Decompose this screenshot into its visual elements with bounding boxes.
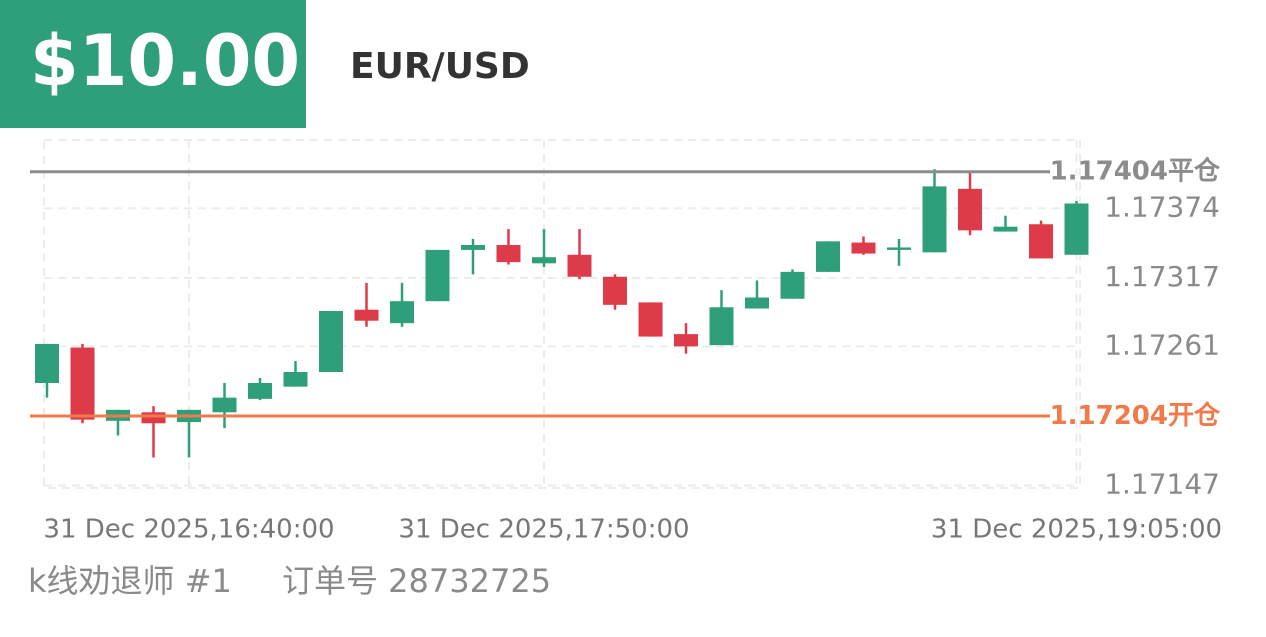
amount-box [0,0,306,128]
reference-name: 开仓 [1168,399,1221,430]
candle-body [35,343,59,383]
candle-body [638,302,663,337]
order-number: 订单号 28732725 [282,562,551,600]
candle-body [532,257,556,264]
y-tick-label: 1.17147 [1104,468,1220,501]
candle-body [1029,224,1053,259]
x-tick-label: 31 Dec 2025,17:50:00 [398,515,689,545]
candle-body [141,412,166,424]
candle-body [567,254,592,277]
x-tick-label: 31 Dec 2025,16:40:00 [43,515,334,545]
candle-body [745,297,769,309]
y-tick-label: 1.17374 [1104,190,1220,223]
candle-body [496,245,521,263]
candle-body [674,334,698,347]
reference-value: 1.17404 [1050,156,1168,186]
candle-body [70,347,95,420]
candle-body [390,301,414,324]
candle-body [354,309,379,321]
candle-body [958,188,982,231]
candle-body [993,226,1018,232]
candle-body [1064,203,1089,255]
candle-body [816,241,840,272]
candle-body [283,372,308,387]
candle-body [780,271,805,299]
candle-body [425,249,450,302]
symbol: EUR/USD [350,46,530,87]
y-tick-label: 1.17317 [1104,260,1220,293]
candle-body [603,276,627,305]
candle-body [709,307,734,346]
reference-name: 平仓 [1168,155,1221,186]
reference-label: 1.17204开仓 [1050,399,1221,430]
reference-value: 1.17204 [1050,400,1168,430]
plot-frame [43,139,1081,489]
x-tick-label: 31 Dec 2025,19:05:00 [931,515,1222,545]
y-tick-label: 1.17261 [1104,328,1220,361]
amount: $10.00 [30,20,300,102]
candle-body [887,247,911,250]
candle-body [212,397,237,413]
chart: 1.17147 1.17261 1.17317 1.17374 31 Dec 2025,… [30,139,1222,545]
reference-label: 1.17404平仓 [1050,155,1221,186]
candle-body [319,310,343,372]
candle-body [461,245,485,250]
account: k线劝退师 #1 [28,562,232,600]
candle-body [922,186,947,253]
candle-body [851,242,876,254]
candle-body [248,382,272,399]
